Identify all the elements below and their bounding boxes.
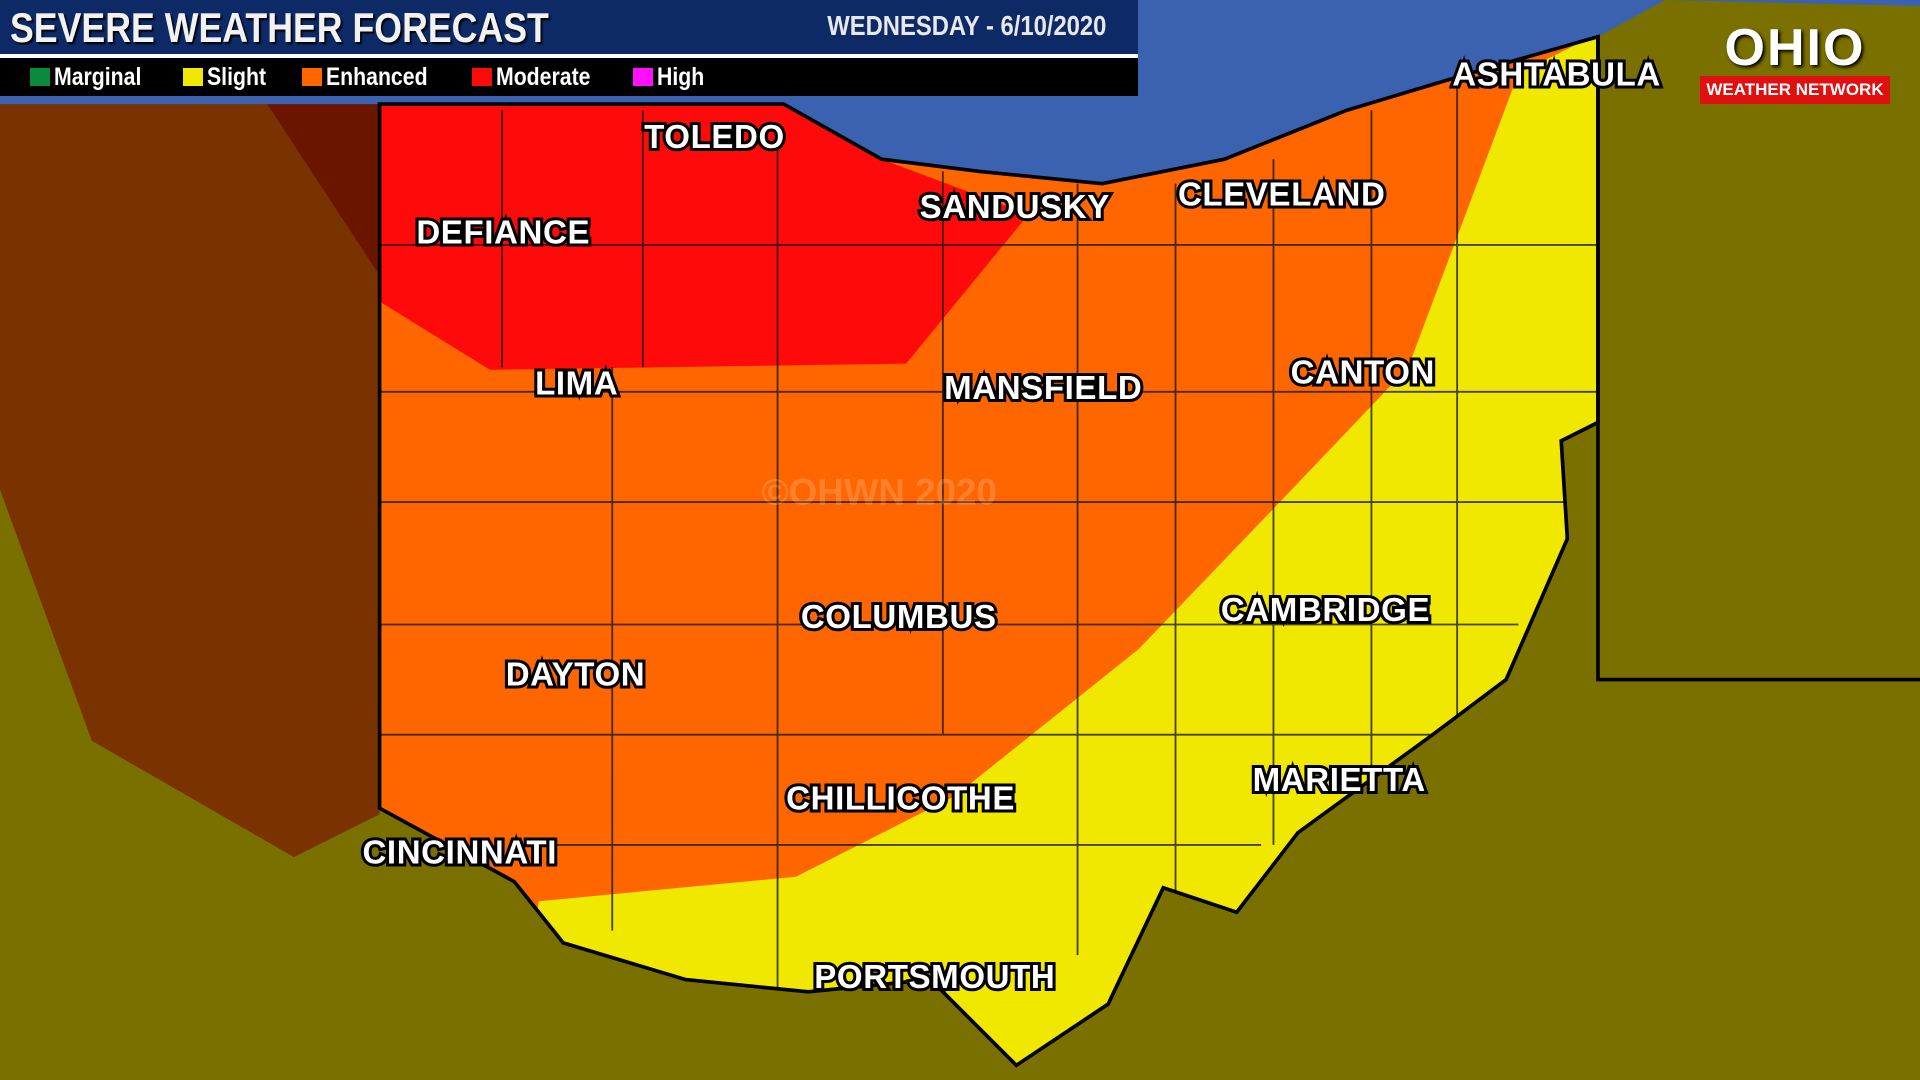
city-label-chillicothe: CHILLICOTHE [786, 780, 1015, 817]
indiana-moderate-area [263, 97, 380, 276]
legend-item-enhanced: Enhanced [302, 63, 445, 92]
city-label-dayton: DAYTON [506, 657, 646, 694]
city-label-defiance: DEFIANCE [416, 215, 590, 252]
legend-label: Enhanced [326, 62, 428, 91]
page-title: SEVERE WEATHER FORECAST [10, 4, 549, 51]
city-label-ashtabula: ASHTABULA [1452, 57, 1661, 94]
ohio-border [377, 34, 1600, 1068]
legend-label: Moderate [495, 62, 591, 91]
legend-item-moderate: Moderate [471, 62, 607, 92]
logo-wordmark: OHIO [1724, 19, 1866, 77]
city-label-toledo: TOLEDO [644, 119, 785, 156]
pennsylvania-border [1596, 36, 1920, 682]
county-lines [379, 85, 1598, 1005]
legend-swatch [632, 68, 653, 86]
legend-label: High [656, 62, 705, 91]
legend-swatch [182, 68, 203, 86]
city-label-portsmouth: PORTSMOUTH [814, 959, 1055, 996]
legend-swatch [302, 68, 323, 86]
ohio-weather-network-logo: OHIO WEATHER NETWORK [1700, 18, 1890, 104]
indiana-enhanced-area [0, 97, 380, 858]
city-label-columbus: COLUMBUS [801, 599, 997, 636]
logo-subtitle: WEATHER NETWORK [1700, 76, 1890, 104]
city-label-cambridge: CAMBRIDGE [1221, 592, 1430, 629]
moderate-risk-area [379, 97, 1029, 370]
legend-item-marginal: Marginal [30, 63, 157, 92]
city-label-canton: CANTON [1291, 354, 1435, 391]
forecast-date: WEDNESDAY - 6/10/2020 [826, 10, 1106, 41]
city-label-cincinnati: CINCINNATI [362, 834, 557, 871]
city-label-mansfield: MANSFIELD [944, 370, 1142, 407]
risk-legend: Marginal Slight Enhanced Moderate High [0, 58, 1138, 96]
watermark: ©OHWN 2020 [762, 471, 997, 512]
legend-label: Slight [206, 62, 266, 91]
legend-item-slight: Slight [182, 62, 276, 92]
legend-swatch [471, 68, 492, 86]
legend-item-high: High [632, 62, 713, 92]
title-bar: SEVERE WEATHER FORECAST WEDNESDAY - 6/10… [0, 0, 1138, 58]
legend-swatch [30, 68, 50, 86]
legend-label: Marginal [54, 62, 142, 91]
city-label-marietta: MARIETTA [1253, 762, 1426, 799]
city-label-sandusky: SANDUSKY [920, 189, 1110, 226]
city-label-lima: LIMA [535, 365, 618, 402]
city-label-cleveland: CLEVELAND [1178, 177, 1385, 214]
